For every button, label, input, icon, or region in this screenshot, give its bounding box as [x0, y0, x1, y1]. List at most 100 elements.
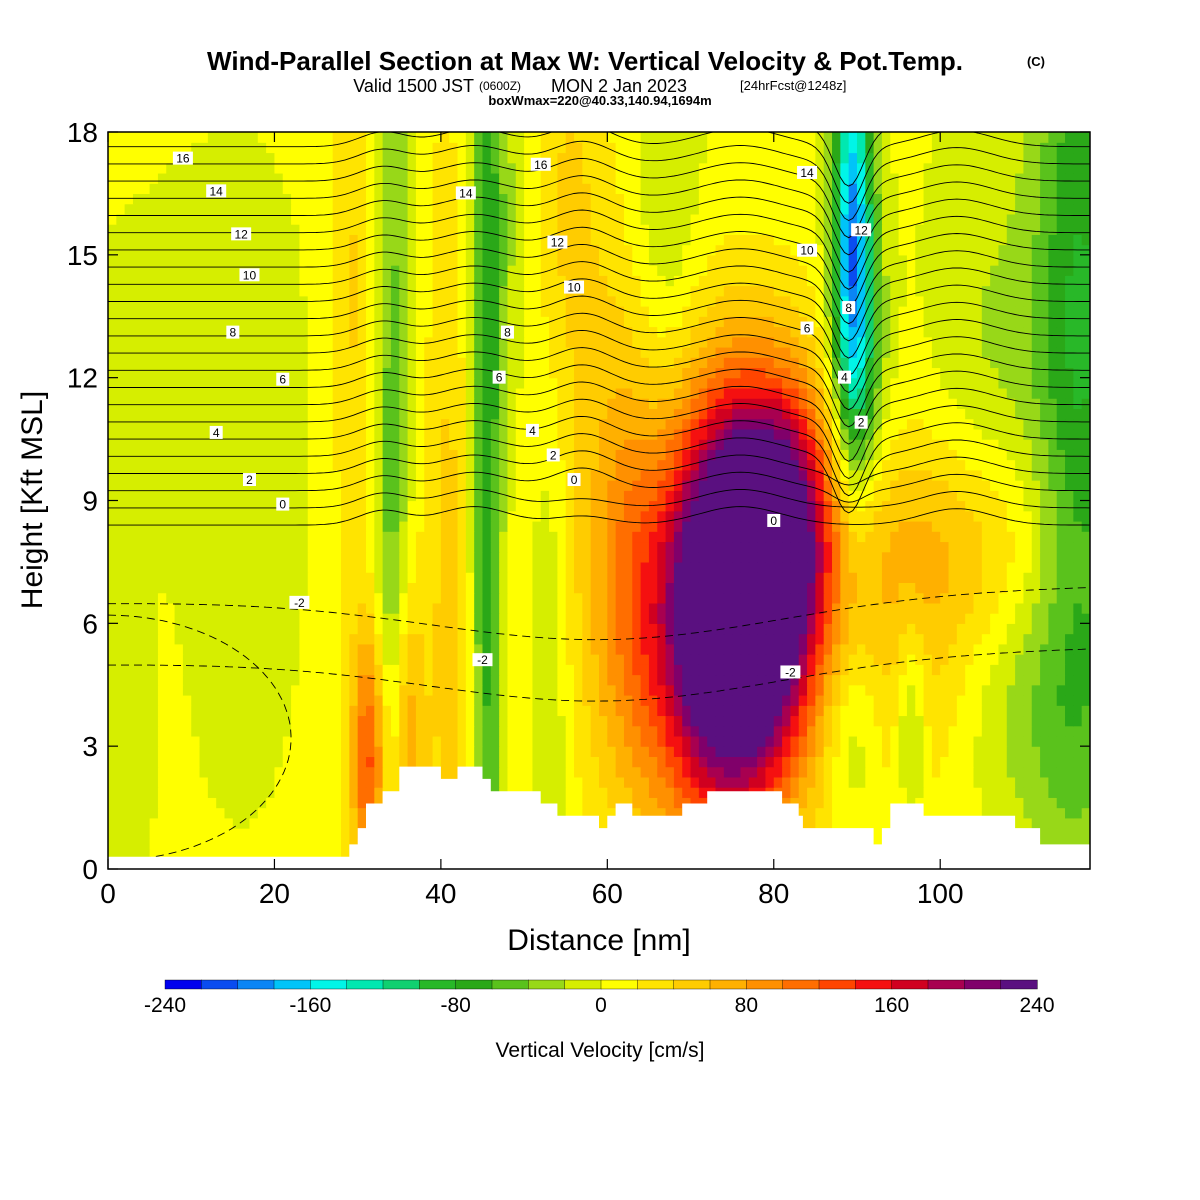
w-cell	[557, 715, 567, 727]
w-cell	[532, 674, 542, 686]
w-cell	[965, 500, 975, 512]
w-cell	[507, 756, 517, 768]
w-cell	[440, 582, 450, 594]
w-cell	[365, 766, 375, 778]
w-cell	[532, 439, 542, 450]
w-cell	[673, 439, 683, 450]
w-cell	[307, 807, 317, 819]
w-cell	[349, 439, 359, 450]
w-cell	[149, 551, 159, 563]
w-cell	[898, 602, 908, 614]
w-cell	[332, 551, 342, 563]
w-cell	[906, 449, 916, 461]
w-cell	[382, 531, 392, 543]
w-cell	[257, 551, 267, 563]
w-cell	[707, 766, 717, 778]
w-cell	[856, 602, 866, 614]
w-cell	[124, 531, 134, 543]
w-cell	[607, 480, 617, 491]
w-cell	[257, 817, 267, 829]
w-cell	[341, 787, 350, 798]
w-cell	[956, 500, 966, 512]
w-cell	[1073, 572, 1083, 583]
w-cell	[307, 602, 317, 614]
w-cell	[141, 500, 151, 512]
w-cell	[266, 828, 276, 839]
w-cell	[382, 684, 392, 696]
w-cell	[432, 469, 442, 481]
w-cell	[124, 561, 134, 573]
w-cell	[399, 623, 409, 635]
w-cell	[532, 510, 542, 522]
w-cell	[382, 776, 392, 788]
w-cell	[965, 531, 975, 543]
w-cell	[748, 551, 758, 563]
w-cell	[482, 602, 492, 614]
w-cell	[1031, 725, 1041, 737]
w-cell	[607, 797, 617, 809]
w-cell	[141, 705, 151, 717]
w-cell	[832, 787, 841, 798]
w-cell	[599, 551, 608, 563]
w-cell	[848, 746, 858, 758]
w-cell	[182, 500, 192, 512]
w-cell	[415, 490, 425, 502]
w-cell	[141, 613, 151, 624]
w-cell	[981, 551, 991, 563]
w-cell	[282, 684, 292, 696]
w-cell	[1023, 572, 1033, 583]
w-cell	[166, 602, 176, 614]
w-cell	[590, 664, 600, 676]
w-cell	[415, 694, 425, 706]
w-cell	[166, 787, 176, 798]
w-cell	[732, 633, 742, 645]
w-cell	[257, 500, 267, 512]
w-cell	[499, 480, 509, 491]
w-cell	[782, 520, 791, 532]
w-cell	[241, 551, 251, 563]
w-cell	[1015, 531, 1025, 543]
w-cell	[1065, 797, 1074, 809]
w-cell	[407, 694, 417, 706]
w-cell	[157, 746, 167, 758]
w-cell	[906, 541, 916, 553]
w-cell	[465, 531, 475, 543]
w-cell	[482, 705, 492, 717]
w-cell	[241, 807, 251, 819]
w-cell	[124, 480, 134, 491]
w-cell	[807, 490, 816, 502]
w-cell	[257, 469, 267, 481]
w-cell	[565, 766, 575, 778]
w-cell	[782, 449, 791, 461]
w-cell	[990, 654, 1000, 665]
w-cell	[973, 715, 983, 727]
w-cell	[881, 572, 891, 583]
w-cell	[648, 561, 658, 573]
w-cell	[898, 500, 908, 512]
w-cell	[931, 776, 941, 788]
w-cell	[299, 797, 309, 809]
w-cell	[848, 510, 858, 522]
w-cell	[682, 561, 692, 573]
w-cell	[590, 715, 600, 727]
w-cell	[782, 705, 791, 717]
w-cell	[540, 787, 550, 798]
w-cell	[798, 684, 808, 696]
w-cell	[332, 817, 342, 829]
w-cell	[648, 684, 658, 696]
w-cell	[748, 746, 758, 758]
w-cell	[449, 705, 459, 717]
w-cell	[349, 520, 359, 532]
w-cell	[357, 807, 367, 819]
w-cell	[274, 480, 284, 491]
w-cell	[698, 592, 708, 604]
w-cell	[382, 500, 392, 512]
w-cell	[757, 613, 767, 624]
w-cell	[432, 725, 442, 737]
w-cell	[299, 725, 309, 737]
w-cell	[923, 469, 933, 481]
w-cell	[973, 684, 983, 696]
w-cell	[157, 684, 167, 696]
w-cell	[257, 756, 267, 768]
w-cell	[316, 705, 325, 717]
